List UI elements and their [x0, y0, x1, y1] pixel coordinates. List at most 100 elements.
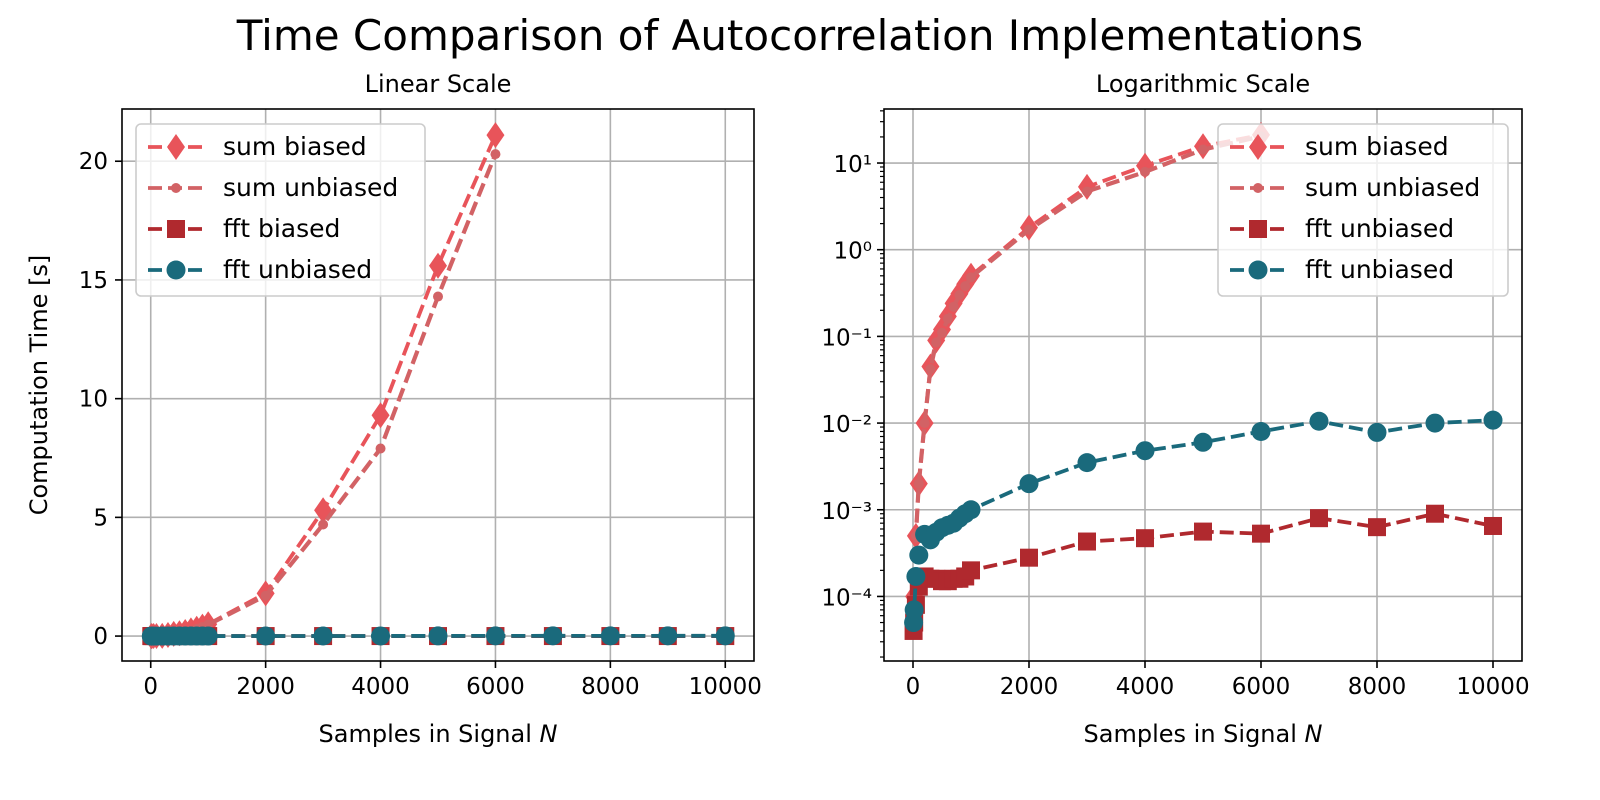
linear-scale-panel: Linear Scale 0 2000 4000 6000 8000 10000 0 5 10 15… [25, 70, 762, 748]
legend-entry: sum unbiased [1230, 173, 1480, 202]
data-point [1020, 548, 1038, 567]
legend: sum biased sum unbiased fft biased fft unbi… [135, 123, 426, 297]
legend-marker [1249, 134, 1267, 160]
data-point [256, 626, 276, 646]
legend-entry: sum biased [1230, 132, 1449, 161]
series-fft-unbiased [904, 504, 1502, 640]
legend-entry: fft biased [148, 214, 340, 243]
x-axis-label: Samples in Signal N [319, 720, 558, 748]
x-tick-label: 10000 [1456, 674, 1529, 700]
y-tick-label: 0 [93, 624, 108, 650]
legend-marker [171, 183, 181, 193]
axes-frame [121, 108, 755, 662]
legend-label: sum unbiased [223, 173, 398, 202]
data-point [942, 313, 953, 324]
data-point [1198, 144, 1208, 155]
legend-marker [166, 260, 186, 280]
legend: sum biased sum unbiased fft unbiased fft un… [1217, 123, 1509, 297]
series-line [911, 418, 1494, 623]
plot-area [141, 122, 735, 650]
data-point [954, 290, 965, 301]
data-point [486, 122, 505, 149]
x-tick-label: 0 [143, 674, 158, 700]
x-tick-label: 6000 [1232, 674, 1291, 700]
legend-frame [135, 123, 426, 297]
y-tick-label: 10 [79, 387, 108, 413]
data-point [658, 626, 678, 646]
data-point [1135, 441, 1155, 461]
y-tick-label: 10⁻¹ [821, 325, 872, 351]
x-tick-label: 10000 [689, 674, 762, 700]
data-point [318, 519, 329, 530]
panel-title: Logarithmic Scale [1096, 70, 1310, 98]
y-tick-label: 10⁻³ [821, 499, 872, 525]
series-line [911, 134, 1262, 623]
data-point [1483, 410, 1503, 430]
y-axis-label: Computation Time [s] [25, 255, 53, 516]
series-fft-unbiased [904, 410, 1503, 633]
data-point [906, 566, 926, 586]
x-tick-label: 6000 [466, 674, 525, 700]
data-point [913, 478, 924, 489]
axes-frame [883, 108, 1523, 662]
data-point [600, 626, 620, 646]
y-tick-label: 5 [93, 505, 108, 531]
data-point [1193, 432, 1213, 452]
legend-label: fft unbiased [1305, 214, 1454, 243]
series-sum-unbiased [908, 131, 1266, 628]
figure-title: Time Comparison of Autocorrelation Imple… [236, 11, 1363, 60]
data-point [429, 252, 447, 279]
x-tick-label: 2000 [236, 674, 295, 700]
legend-entry: fft unbiased [1230, 214, 1454, 243]
x-tick-label: 0 [906, 674, 921, 700]
data-point [1309, 411, 1329, 431]
data-point [1077, 453, 1097, 473]
data-point [1078, 532, 1096, 551]
data-point [931, 337, 942, 348]
data-point [960, 281, 971, 292]
y-tick-label: 10⁰ [834, 239, 873, 265]
data-point [948, 301, 959, 312]
data-point [260, 590, 271, 601]
data-point [962, 561, 980, 580]
legend-entry: sum unbiased [148, 173, 398, 202]
x-tick-label: 4000 [351, 674, 410, 700]
data-point [937, 327, 947, 338]
legend-marker [1249, 220, 1267, 238]
legend-entry: fft unbiased [148, 255, 372, 284]
legend-frame [1217, 123, 1509, 297]
y-tick-label: 10⁻⁴ [821, 585, 872, 611]
x-tick-label: 2000 [1000, 674, 1059, 700]
legend-label: fft unbiased [223, 255, 372, 284]
x-tick-label: 8000 [1348, 674, 1407, 700]
data-point [428, 626, 448, 646]
x-tick-label: 4000 [1116, 674, 1175, 700]
y-tick-label: 10¹ [834, 152, 873, 178]
data-point [966, 272, 976, 283]
legend-label: sum biased [1305, 132, 1449, 161]
x-tick-label: 8000 [581, 674, 640, 700]
legend-label: sum unbiased [1305, 173, 1480, 202]
data-point [1194, 522, 1212, 541]
data-point [1367, 422, 1387, 442]
data-point [925, 364, 936, 375]
data-point [485, 626, 505, 646]
data-point [715, 626, 735, 646]
legend-marker [167, 134, 185, 160]
panel-title: Linear Scale [365, 70, 512, 98]
data-point [371, 626, 391, 646]
data-point [1368, 518, 1386, 537]
y-tick-label: 10⁻² [821, 412, 872, 438]
data-point [1426, 504, 1444, 523]
data-point [1136, 529, 1154, 548]
plot-area [904, 121, 1503, 640]
x-axis-label: Samples in Signal N [1084, 720, 1323, 748]
series-fft-unbiased [141, 626, 735, 646]
data-point [1252, 524, 1270, 543]
series-sum-biased [904, 121, 1270, 636]
data-point [1082, 186, 1092, 197]
data-point [433, 291, 443, 302]
data-point [371, 402, 390, 429]
data-point [1024, 224, 1034, 235]
